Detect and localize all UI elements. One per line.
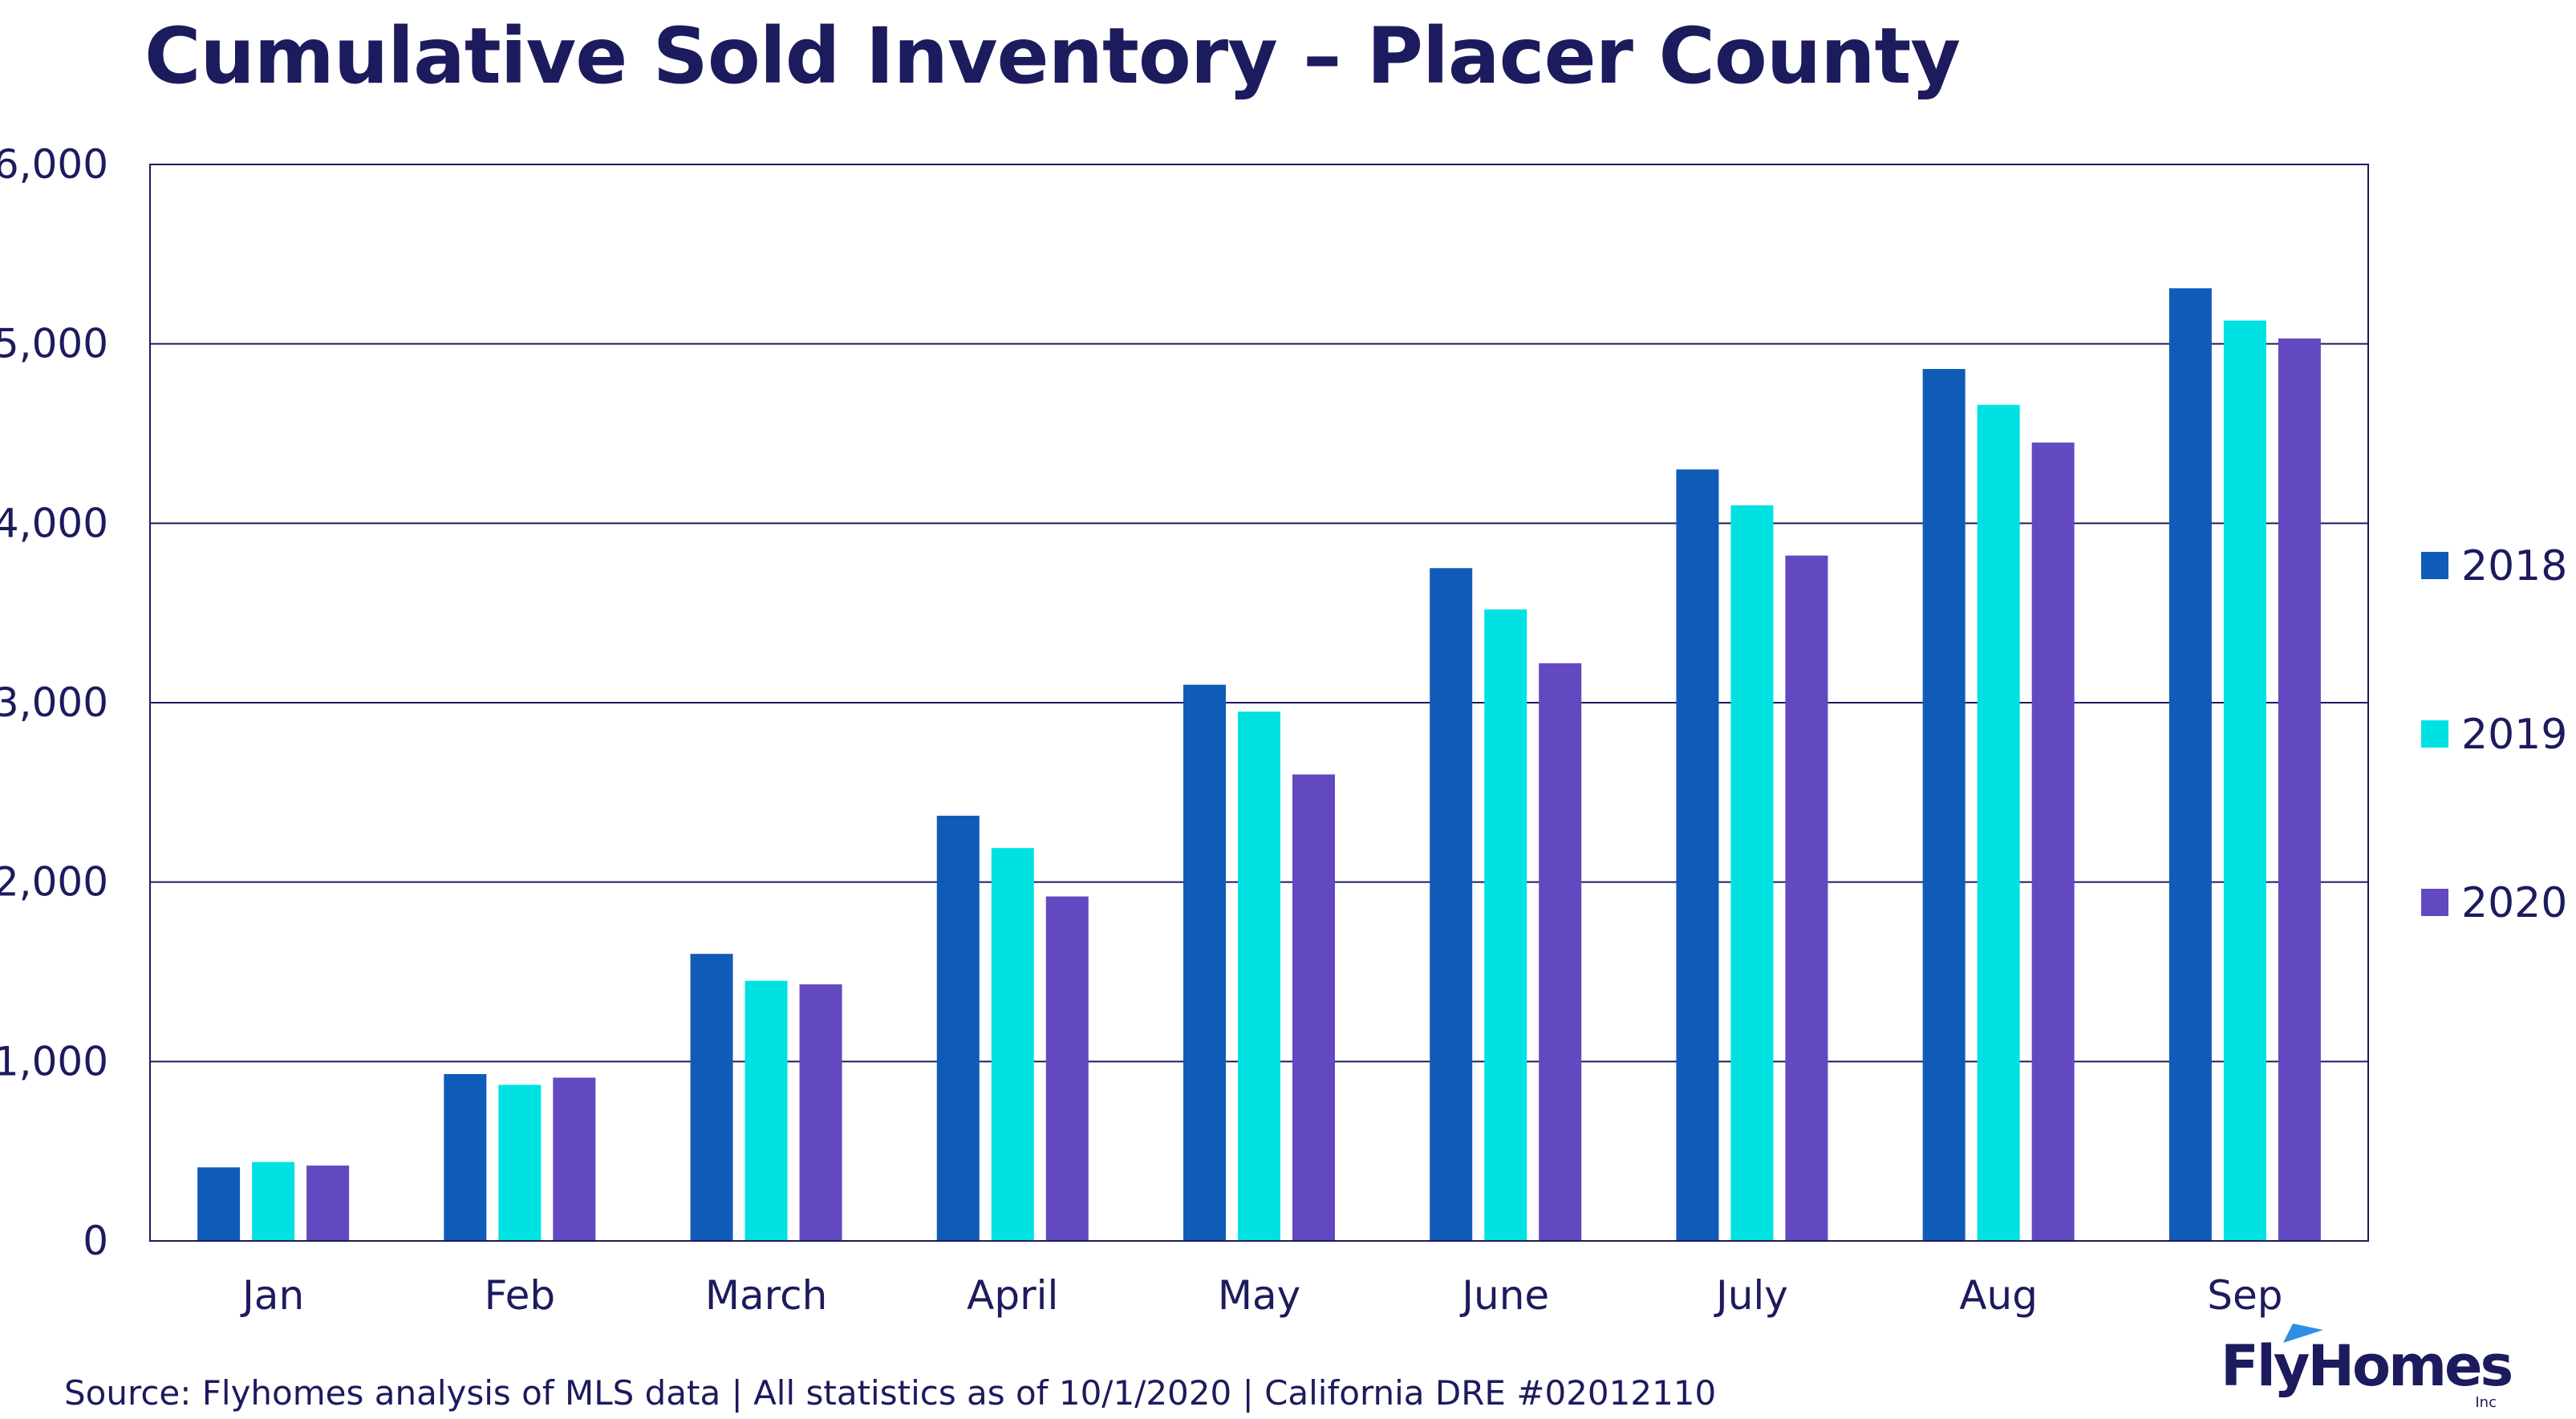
bar-2018-feb (444, 1073, 487, 1241)
logo-suffix: Inc (2475, 1394, 2497, 1411)
bar-2018-sep (2168, 288, 2212, 1242)
y-tick-label: 5,000 (0, 321, 108, 367)
source-note: Source: Flyhomes analysis of MLS data | … (64, 1373, 1717, 1413)
legend-swatch-2020 (2421, 889, 2448, 916)
plot-area-frame (149, 164, 2369, 1242)
bar-2019-march (744, 980, 788, 1241)
bar-2018-june (1430, 568, 1473, 1241)
y-tick-label: 1,000 (0, 1038, 108, 1085)
bar-2020-sep (2278, 338, 2321, 1241)
legend-swatch-2019 (2421, 720, 2448, 748)
axes: 0 1,000 2,000 3,000 4,000 5,000 6,000 Jan Feb Mar… (0, 141, 2369, 1319)
bar-2020-aug (2031, 442, 2075, 1241)
bar-2020-may (1292, 774, 1335, 1241)
x-tick-label: March (705, 1272, 827, 1319)
x-tick-label: April (967, 1272, 1058, 1319)
legend: 2018 2019 2020 (2421, 542, 2567, 927)
x-tick-label: Aug (1959, 1272, 2038, 1319)
bar-2020-april (1045, 896, 1089, 1241)
x-tick-label: May (1218, 1272, 1300, 1319)
bar-2020-jan (306, 1166, 350, 1241)
bar-2018-aug (1922, 368, 1965, 1242)
x-tick-label: Sep (2207, 1272, 2282, 1319)
x-tick-label: Feb (485, 1272, 556, 1319)
legend-label-2020: 2020 (2461, 879, 2567, 927)
bar-2018-april (936, 815, 980, 1241)
bar-2018-jan (197, 1167, 241, 1241)
bar-2019-april (991, 848, 1034, 1241)
x-tick-label: July (1714, 1272, 1788, 1319)
bar-2020-june (1539, 663, 1582, 1241)
bar-2019-aug (1977, 404, 2020, 1241)
bars (197, 288, 2321, 1242)
y-tick-label: 2,000 (0, 859, 108, 906)
y-tick-label: 4,000 (0, 500, 108, 546)
logo-wing-icon (2283, 1324, 2323, 1343)
x-tick-label: Jan (240, 1272, 304, 1319)
legend-swatch-2018 (2421, 552, 2448, 579)
legend-label-2018: 2018 (2461, 542, 2567, 590)
bar-2019-may (1238, 712, 1280, 1241)
bar-2019-jan (252, 1162, 295, 1241)
bar-2018-july (1676, 469, 1719, 1241)
bar-2020-july (1785, 555, 1828, 1241)
bar-2020-march (799, 984, 842, 1241)
logo-wordmark: FlyHomes (2221, 1333, 2513, 1399)
chart-title: Cumulative Sold Inventory – Placer Count… (144, 11, 1961, 101)
legend-label-2019: 2019 (2461, 711, 2567, 759)
bar-2020-feb (553, 1077, 596, 1241)
bar-2018-march (690, 954, 733, 1241)
bar-2019-june (1484, 609, 1527, 1241)
y-tick-label: 0 (83, 1218, 108, 1264)
y-tick-label: 6,000 (0, 141, 108, 188)
flyhomes-logo: FlyHomes Inc (2221, 1324, 2513, 1412)
bar-2019-july (1730, 505, 1774, 1241)
x-tick-label: June (1459, 1272, 1549, 1319)
bar-2019-sep (2223, 320, 2266, 1242)
bar-2018-may (1183, 684, 1226, 1241)
y-tick-label: 3,000 (0, 679, 108, 726)
bar-2019-feb (498, 1085, 542, 1241)
